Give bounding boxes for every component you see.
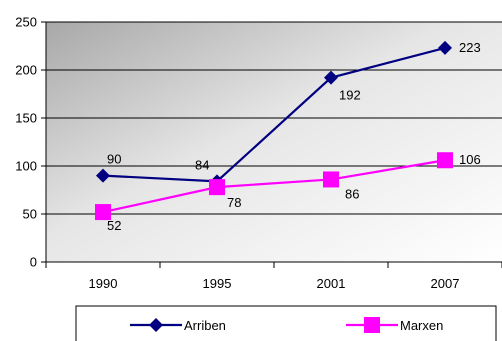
series-group (95, 40, 453, 221)
data-label: 192 (339, 88, 361, 103)
x-tick-label: 1995 (203, 276, 232, 291)
legend: Arriben Marxen (75, 305, 497, 341)
legend-label-marxen: Marxen (400, 318, 443, 333)
plot-area (46, 22, 502, 262)
data-label: 223 (459, 40, 481, 55)
data-point-marxen (209, 179, 225, 196)
data-point-arriben (96, 168, 110, 183)
data-label: 78 (227, 195, 241, 210)
y-tick-label: 200 (15, 63, 37, 78)
data-label: 84 (195, 157, 209, 172)
series-line-marxen (102, 159, 446, 214)
data-point-arriben (324, 70, 338, 85)
y-tick-labels: 0 50 100 150 200 250 (15, 15, 37, 270)
data-label: 90 (107, 152, 121, 167)
x-tick-label: 2007 (431, 276, 460, 291)
y-tick-label: 150 (15, 111, 37, 126)
data-point-marxen (437, 152, 453, 169)
series-line-arriben (102, 46, 446, 183)
legend-label-arriben: Arriben (184, 318, 226, 333)
data-label: 106 (459, 152, 481, 167)
legend-box (75, 305, 497, 341)
data-label: 52 (107, 218, 121, 233)
y-tick-label: 0 (30, 255, 37, 270)
gridlines (46, 21, 502, 215)
y-tick-label: 100 (15, 159, 37, 174)
legend-marker-arriben (149, 318, 163, 332)
y-tick-label: 50 (23, 207, 37, 222)
data-point-arriben (438, 40, 452, 55)
y-tick-label: 250 (15, 15, 37, 30)
data-point-marxen (323, 171, 339, 188)
data-labels: 90 84 192 223 52 78 86 106 (107, 40, 481, 233)
data-label: 86 (345, 186, 359, 201)
x-tick-label: 1990 (89, 276, 118, 291)
axes (41, 21, 502, 268)
x-tick-labels: 1990 1995 2001 2007 (89, 276, 460, 291)
legend-marker-marxen (364, 317, 380, 333)
x-tick-label: 2001 (317, 276, 346, 291)
data-point-marxen (95, 204, 111, 221)
